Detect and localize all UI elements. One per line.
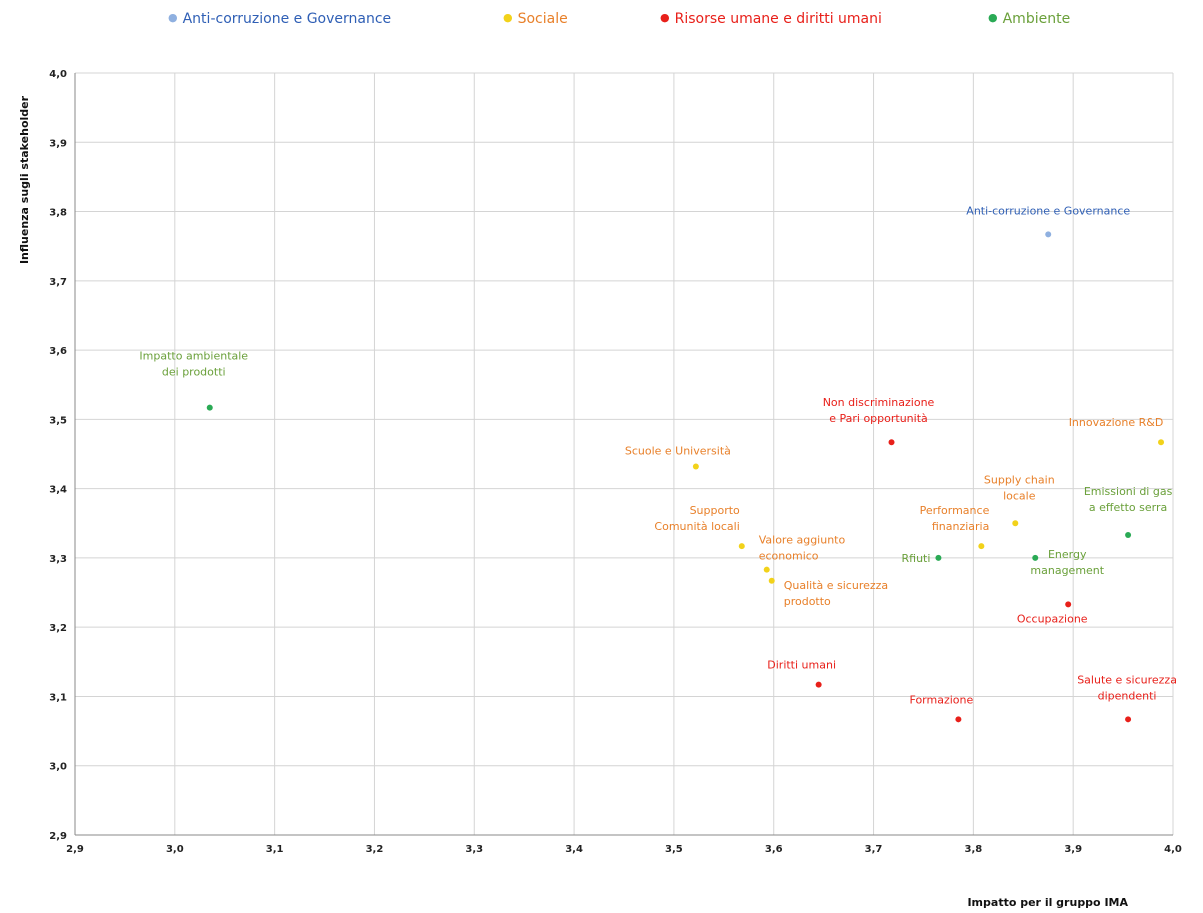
x-tick-label: 3,4	[565, 844, 583, 855]
x-tick-label: 3,9	[1064, 844, 1082, 855]
y-tick-label: 3,7	[49, 277, 67, 288]
x-tick-label: 3,7	[865, 844, 883, 855]
data-point	[815, 681, 822, 688]
data-point-label: Supply chain locale	[984, 473, 1055, 502]
data-point	[955, 716, 962, 723]
legend-dot-icon: ●	[168, 11, 178, 24]
y-tick-label: 3,1	[49, 692, 67, 703]
x-tick-label: 3,2	[366, 844, 384, 855]
data-point	[763, 566, 770, 573]
data-point	[206, 404, 213, 411]
legend-dot-icon: ●	[503, 11, 513, 24]
data-point-label: Scuole e Università	[625, 444, 731, 457]
data-point	[692, 463, 699, 470]
x-tick-label: 3,1	[266, 844, 284, 855]
x-tick-label: 3,3	[465, 844, 483, 855]
data-point-label: Emissioni di gas a effetto serra	[1084, 485, 1173, 514]
data-point	[1065, 601, 1072, 608]
data-point	[888, 439, 895, 446]
data-point-label: Energy management	[1030, 548, 1104, 577]
data-points: Anti-corruzione e Governance Scuole e Uni…	[139, 204, 1177, 723]
data-point-label: Rfiuti	[902, 552, 931, 565]
legend-item-governance: ● Anti-corruzione e Governance	[168, 8, 391, 29]
legend: ● Anti-corruzione e Governance ● Sociale ●…	[0, 8, 1203, 32]
legend-item-risorse-umane: ● Risorse umane e diritti umani	[660, 8, 882, 29]
x-tick-label: 3,6	[765, 844, 783, 855]
y-tick-label: 4,0	[49, 69, 67, 80]
x-tick-label: 3,0	[166, 844, 184, 855]
grid-lines	[74, 72, 1174, 836]
data-point	[1032, 554, 1039, 561]
data-point-label: Salute e sicurezza dipendenti	[1077, 673, 1177, 702]
data-point	[1125, 716, 1132, 723]
data-point-label: Qualità e sicurezza prodotto	[784, 579, 888, 608]
x-tick-label: 4,0	[1164, 844, 1182, 855]
y-tick-label: 2,9	[49, 831, 67, 842]
y-tick-label: 3,4	[49, 485, 67, 496]
tick-labels: 2,9 3,0 3,1 3,2 3,3 3,4 3,5 3,6 3,7 3,8 3,9 4,0 2,9 3…	[49, 69, 1182, 855]
y-tick-label: 3,3	[49, 554, 67, 565]
data-point	[1125, 532, 1132, 539]
legend-label: Anti-corruzione e Governance	[182, 11, 392, 27]
data-point	[768, 577, 775, 584]
y-tick-label: 3,9	[49, 138, 67, 149]
data-point-label: Performance finanziaria	[920, 504, 990, 533]
x-tick-label: 3,8	[965, 844, 983, 855]
data-point	[1045, 231, 1052, 238]
y-tick-label: 3,0	[49, 762, 67, 773]
x-tick-label: 2,9	[66, 844, 84, 855]
legend-label: Sociale	[517, 11, 568, 27]
y-tick-label: 3,5	[49, 415, 67, 426]
x-tick-label: 3,5	[665, 844, 683, 855]
legend-dot-icon: ●	[660, 11, 670, 24]
data-point-label: Non discriminazione e Pari opportunità	[823, 396, 935, 425]
y-tick-label: 3,2	[49, 623, 67, 634]
data-point	[1012, 520, 1019, 527]
y-axis-title: Influenza sugli stakeholder	[18, 95, 31, 264]
data-point-label: Formazione	[910, 693, 974, 706]
data-point-label: Innovazione R&D	[1069, 416, 1164, 429]
data-point-label: Impatto ambientale dei prodotti	[139, 350, 248, 379]
legend-label: Risorse umane e diritti umani	[674, 11, 882, 27]
data-point-label: Valore aggiunto economico	[759, 534, 846, 563]
axes	[74, 73, 1173, 836]
data-point-label: Supporto Comunità locali	[654, 504, 740, 533]
data-point	[738, 543, 745, 550]
legend-item-sociale: ● Sociale	[503, 8, 568, 29]
legend-label: Ambiente	[1002, 11, 1071, 27]
legend-item-ambiente: ● Ambiente	[988, 8, 1070, 29]
data-point	[978, 543, 985, 550]
x-axis-title: Impatto per il gruppo IMA	[967, 896, 1128, 909]
data-point-label: Anti-corruzione e Governance	[966, 204, 1130, 217]
data-point	[935, 554, 942, 561]
y-tick-label: 3,8	[49, 208, 67, 219]
y-tick-label: 3,6	[49, 346, 67, 357]
data-point-label: Diritti umani	[767, 659, 836, 672]
data-point	[1158, 439, 1165, 446]
legend-dot-icon: ●	[988, 11, 998, 24]
data-point-label: Occupazione	[1017, 612, 1088, 625]
